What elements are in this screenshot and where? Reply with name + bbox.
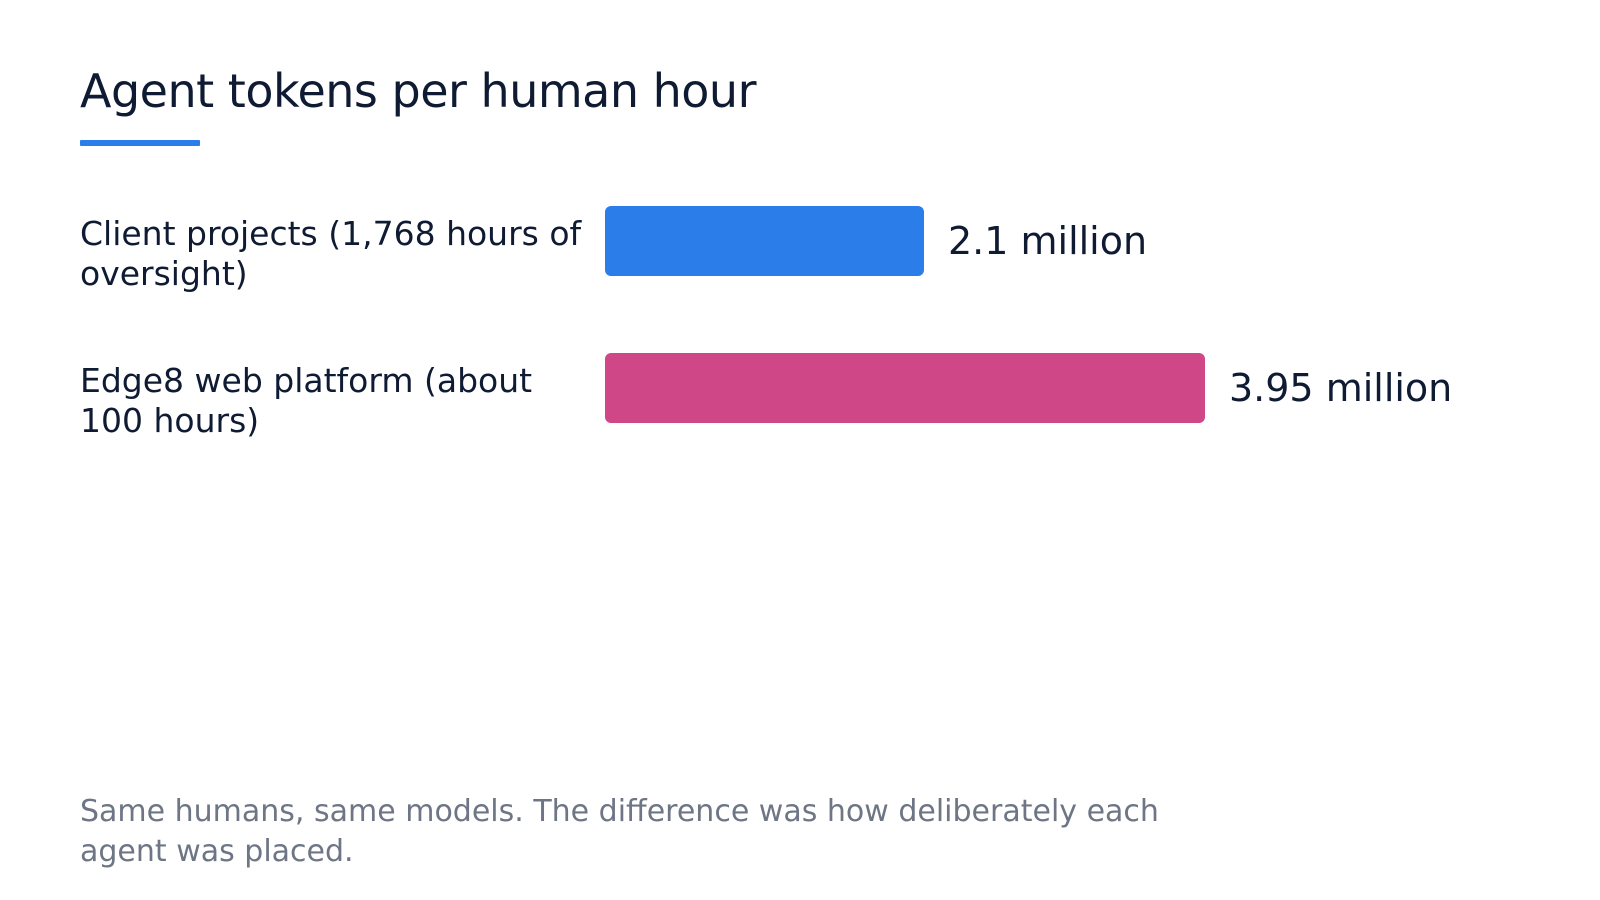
chart-title: Agent tokens per human hour <box>80 64 756 118</box>
bar-value-label: 3.95 million <box>1229 366 1453 410</box>
bar-track: 2.1 million <box>605 206 1505 276</box>
bar <box>605 206 924 276</box>
bar-row: Client projects (1,768 hours of oversigh… <box>80 206 1540 316</box>
bar-label: Edge8 web platform (about 100 hours) <box>80 361 533 440</box>
title-underline <box>80 140 200 146</box>
bar-label: Client projects (1,768 hours of oversigh… <box>80 214 582 293</box>
bar-row: Edge8 web platform (about 100 hours) 3.9… <box>80 353 1540 463</box>
bar <box>605 353 1205 423</box>
bar-track: 3.95 million <box>605 353 1505 423</box>
footnote: Same humans, same models. The difference… <box>80 794 1159 869</box>
bar-value-label: 2.1 million <box>947 219 1148 263</box>
